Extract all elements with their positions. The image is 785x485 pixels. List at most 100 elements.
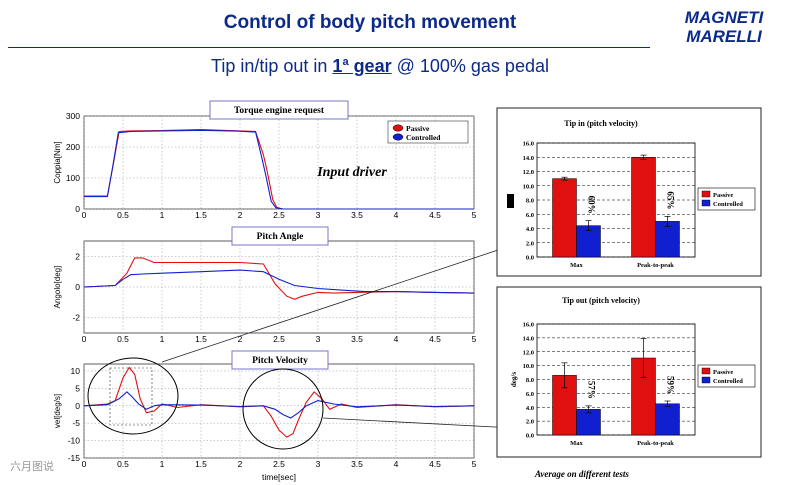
series-line-controlled: [83, 269, 475, 294]
y-tick-label: 12.0: [523, 169, 534, 176]
legend-swatch-passive: [701, 190, 711, 198]
y-tick-label: -15: [68, 453, 81, 463]
bar-passive: [552, 375, 577, 436]
y-tick-label: 0.0: [526, 255, 534, 262]
y-tick-label: 16.0: [523, 322, 534, 329]
x-tick-label: 4.5: [429, 459, 441, 469]
x-tick-label: 3.5: [351, 459, 363, 469]
series-line-passive: [83, 366, 475, 438]
tip-in-highlight-ellipse: [87, 357, 179, 435]
x-tick-label: 4: [394, 210, 399, 220]
chart-title-box: [231, 226, 329, 246]
y-axis-label: Angolo[deg]: [53, 266, 62, 309]
x-axis-label: time[sec]: [262, 472, 296, 482]
y-tick-label: 300: [66, 111, 80, 121]
chart-title: Pitch Velocity: [252, 356, 308, 366]
y-tick-label: 6.0: [526, 391, 534, 398]
x-tick-label: 0: [82, 459, 87, 469]
chart-title: Tip in (pitch velocity): [564, 119, 638, 128]
y-tick-label: 2.0: [526, 240, 534, 247]
y-tick-label: 5: [75, 383, 80, 393]
series-line-controlled: [84, 129, 474, 210]
y-tick-label: 10.0: [523, 363, 534, 370]
x-tick-label: 2.5: [273, 459, 285, 469]
legend-swatch-passive: [701, 367, 711, 375]
bar-chart-1: 0.0 2.0 4.0 6.0 8.0 10.0 12.0 14.0 16.0 Tip in (p…: [496, 107, 762, 277]
x-tick-label: 1.5: [195, 459, 207, 469]
x-tick-label: 5: [472, 334, 477, 344]
logo-line-2: MARELLI: [686, 27, 763, 46]
x-tick-label: 4: [394, 459, 399, 469]
x-tick-label: 0: [82, 210, 87, 220]
x-tick-label: 1.5: [195, 210, 207, 220]
legend-box: [387, 120, 469, 144]
y-tick-label: -10: [68, 436, 81, 446]
legend-box: [697, 187, 756, 211]
reduction-annotation: 59%: [666, 376, 676, 394]
x-tick-label: 0: [82, 334, 87, 344]
y-tick-label: 2: [75, 251, 80, 261]
y-tick-label: -2: [72, 313, 80, 323]
reduction-annotation: 65%: [666, 191, 676, 209]
line-chart-1: 0 0.5 1 1.5 2 2.5 3 3.5 4 4.5 5 0 100 200 300 Coppia[Nm…: [53, 100, 477, 220]
y-axis-label: vel[deg/s]: [53, 394, 62, 428]
bar-controlled: [655, 221, 680, 258]
legend-swatch-controlled: [392, 133, 404, 141]
y-tick-label: -5: [72, 418, 80, 428]
bar-chart-2: 0.0 2.0 4.0 6.0 8.0 10.0 12.0 14.0 16.0 Tip out (…: [496, 286, 762, 458]
y-tick-label: 16.0: [523, 141, 534, 148]
tip-in-callout-arrow: [161, 235, 541, 363]
x-tick-label: 3.5: [351, 334, 363, 344]
subtitle-suffix: @ 100% gas pedal: [391, 56, 549, 76]
x-tick-label: 3: [316, 210, 321, 220]
y-tick-label: 0: [75, 401, 80, 411]
x-tick-label: 2: [238, 210, 243, 220]
x-tick-label: 0.5: [117, 334, 129, 344]
category-label: Peak-to-peak: [637, 262, 674, 269]
line-chart-2: 0 0.5 1 1.5 2 2.5 3 3.5 4 4.5 5 -2 0 2 Angolo[deg] Pitc…: [53, 226, 477, 344]
category-label: Max: [570, 262, 583, 269]
chart-title: Tip out (pitch velocity): [562, 296, 640, 305]
x-tick-label: 5: [472, 210, 477, 220]
x-tick-label: 3: [316, 459, 321, 469]
y-tick-label: 0: [75, 204, 80, 214]
legend-swatch-passive: [392, 124, 404, 132]
subtitle-gear: 1a gear: [332, 56, 391, 76]
y-axis-label: Coppia[Nm]: [53, 141, 62, 183]
legend-label: Controlled: [713, 201, 743, 208]
x-tick-label: 1: [160, 334, 165, 344]
series-line-controlled: [83, 391, 475, 419]
logo-line-1: MAGNETI: [685, 8, 765, 27]
chart-title-box: [209, 100, 349, 120]
x-tick-label: 2: [238, 459, 243, 469]
chart-title: Torque engine request: [234, 106, 325, 116]
y-tick-label: 14.0: [523, 335, 534, 342]
y-axis-label: deg/s: [510, 372, 518, 387]
bar-controlled: [576, 409, 601, 436]
legend-label: Passive: [713, 192, 733, 199]
x-tick-label: 1.5: [195, 334, 207, 344]
legend-box: [697, 364, 756, 388]
subtitle-gear-superscript: a: [342, 56, 349, 68]
x-tick-label: 0.5: [117, 210, 129, 220]
y-tick-label: 10.0: [523, 183, 534, 190]
legend-swatch-controlled: [701, 199, 711, 207]
slide-title: Control of body pitch movement: [223, 12, 517, 33]
x-tick-label: 4.5: [429, 334, 441, 344]
y-tick-label: 0: [75, 282, 80, 292]
x-tick-label: 1: [160, 459, 165, 469]
x-tick-label: 3: [316, 334, 321, 344]
legend-swatch-controlled: [701, 376, 711, 384]
bar-passive: [552, 178, 577, 258]
y-tick-label: 2.0: [526, 419, 534, 426]
y-tick-label: 10: [71, 366, 81, 376]
reduction-annotation: 60%: [587, 196, 597, 214]
input-driver-label: Input driver: [316, 165, 387, 180]
x-tick-label: 2.5: [273, 334, 285, 344]
y-tick-label: 200: [66, 142, 80, 152]
subtitle-gear-word: gear: [348, 56, 392, 76]
x-tick-label: 2: [238, 334, 243, 344]
